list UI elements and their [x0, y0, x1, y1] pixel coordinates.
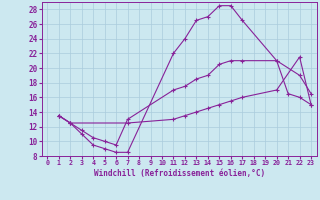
X-axis label: Windchill (Refroidissement éolien,°C): Windchill (Refroidissement éolien,°C): [94, 169, 265, 178]
